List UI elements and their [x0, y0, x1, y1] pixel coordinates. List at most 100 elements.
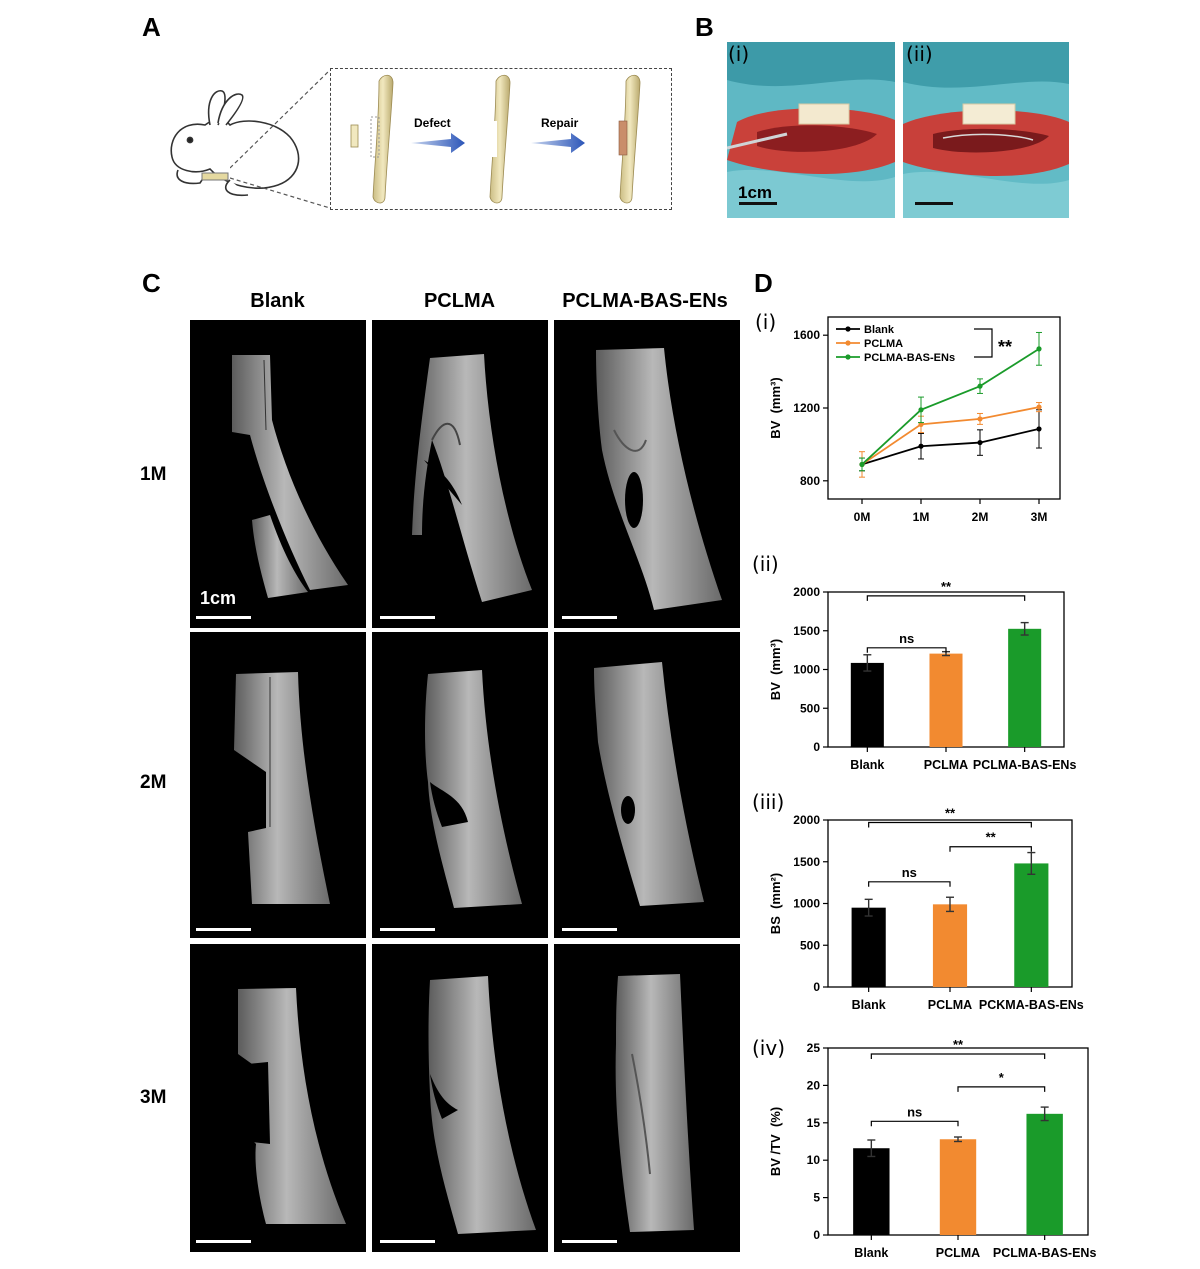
- row-label-1m: 1M: [140, 464, 167, 485]
- column-header-pclma: PCLMA: [423, 290, 496, 312]
- significance-label: *: [999, 1070, 1005, 1085]
- x-tick-label: PCKMA-BAS-ENs: [979, 998, 1084, 1012]
- data-point: [1036, 346, 1042, 352]
- bar-pclma-bas-ens: [1008, 628, 1042, 747]
- zoom-lines: [230, 69, 331, 209]
- y-tick-label: 5: [813, 1191, 820, 1205]
- legend-label: PCLMA-BAS-ENs: [864, 352, 955, 364]
- x-tick-label: Blank: [852, 998, 886, 1012]
- microct-pclma-bas-ens-2m: [554, 632, 740, 938]
- microct-pclma-1m: [372, 320, 548, 628]
- x-tick-label: 0M: [854, 510, 871, 524]
- y-tick-label: 25: [807, 1041, 821, 1055]
- y-axis-label: BV (mm³): [768, 377, 783, 438]
- microct-pclma-3m: [372, 944, 548, 1252]
- x-tick-label: PCLMA: [928, 998, 972, 1012]
- scale-bar: [196, 616, 251, 619]
- significance-bracket: [866, 595, 1026, 601]
- microct-pclma-bas-ens-1m: [554, 320, 740, 628]
- arrow-defect-label: Defect: [414, 116, 451, 130]
- significance-label: ns: [899, 631, 914, 646]
- significance-bracket: [868, 821, 1032, 828]
- bar-chart-bv: 0 500 1000 1500 2000 BV (mm³) Blank PCLMA PCLMA-…: [768, 579, 1077, 772]
- chart-iii-panel-label: (iii): [752, 790, 785, 814]
- scale-bar: [380, 928, 435, 931]
- panel-b-scale-label: 1cm: [738, 183, 773, 202]
- x-tick-label: 2M: [972, 510, 989, 524]
- scale-bar: [562, 1240, 617, 1243]
- scale-bar: [562, 616, 617, 619]
- panel-letter-d: D: [754, 268, 773, 298]
- significance-label: ns: [902, 865, 917, 880]
- column-header-pclma-bas-ens: PCLMA-BAS-ENs: [562, 290, 728, 312]
- y-tick-label: 500: [800, 938, 820, 952]
- legend-marker: [845, 326, 851, 332]
- y-tick-label: 2000: [793, 813, 820, 827]
- panel-letter-b: B: [695, 12, 714, 42]
- bar-blank: [850, 662, 884, 747]
- y-tick-label: 1200: [793, 401, 820, 415]
- y-tick-label: 0: [813, 980, 820, 994]
- legend-label: Blank: [864, 324, 895, 336]
- bar-pckma-bas-ens: [1014, 863, 1049, 987]
- data-point: [977, 439, 983, 446]
- y-tick-label: 1000: [793, 897, 820, 911]
- significance-label: **: [986, 830, 997, 845]
- data-point: [1036, 426, 1042, 432]
- significance-bracket: [974, 328, 993, 358]
- surgery-photo-i: [727, 42, 895, 218]
- y-tick-label: 1000: [793, 663, 820, 677]
- x-tick-label: PCLMA-BAS-ENs: [973, 758, 1077, 772]
- bar-pclma-bas-ens: [1026, 1113, 1063, 1235]
- y-tick-label: 15: [807, 1116, 821, 1130]
- bar-chart-bv-tv: 0 5 10 15 20 25 BV /TV (%) Blank PCLMA PCLMA-BAS-…: [768, 1037, 1096, 1260]
- series-line-pclma-bas-ens: [861, 348, 1040, 466]
- significance-bracket: [949, 846, 1032, 852]
- scale-bar: [380, 616, 435, 619]
- microct-blank-3m: [190, 944, 366, 1252]
- y-tick-label: 1500: [793, 855, 820, 869]
- x-tick-label: Blank: [850, 758, 884, 772]
- y-tick-label: 10: [807, 1153, 821, 1167]
- bar-pclma: [939, 1139, 977, 1235]
- rabbit-illustration: [170, 90, 300, 197]
- legend-marker: [845, 354, 851, 360]
- panel-b-sub-i: (i): [728, 42, 750, 66]
- data-point: [918, 443, 924, 449]
- chart-iv-panel-label: (iv): [752, 1036, 785, 1060]
- significance-bracket: [957, 1086, 1046, 1092]
- x-tick-label: Blank: [854, 1246, 888, 1260]
- significance-label: **: [945, 806, 956, 821]
- significance-bracket: [868, 881, 951, 887]
- bar-chart-bs: 0 500 1000 1500 2000 BS (mm²) Blank PCLMA PCKMA-…: [768, 806, 1084, 1012]
- scale-bar: [562, 928, 617, 931]
- panel-letter-c: C: [142, 268, 161, 298]
- y-tick-label: 500: [800, 701, 820, 715]
- surgery-photo-ii: [903, 42, 1069, 218]
- x-tick-label: 1M: [913, 510, 930, 524]
- row-label-3m: 3M: [140, 1087, 167, 1108]
- line-chart-bv-timecourse: 800 1200 1600 BV (mm³) 0M 1M 2M 3M Blank PCLMA PCL…: [768, 316, 1061, 524]
- y-axis-label: BV (mm³): [768, 639, 783, 700]
- series-line-blank: [861, 428, 1040, 466]
- microct-blank-2m: [190, 632, 366, 938]
- bar-pclma: [932, 904, 968, 987]
- y-axis-label: BV /TV (%): [768, 1107, 783, 1176]
- scale-bar: [380, 1240, 435, 1243]
- chart-ii-panel-label: (ii): [752, 552, 779, 576]
- arrow-defect-icon: [411, 133, 465, 153]
- bone-repaired: [618, 74, 641, 204]
- microct-blank-1m: 1cm: [190, 320, 366, 628]
- significance-label: ns: [907, 1104, 922, 1119]
- data-point: [918, 421, 924, 427]
- legend-marker: [845, 340, 851, 346]
- y-tick-label: 2000: [793, 585, 820, 599]
- series-line-pclma: [861, 406, 1040, 466]
- panel-b-sub-ii: (ii): [906, 42, 933, 66]
- x-tick-label: PCLMA: [924, 758, 968, 772]
- legend-label: PCLMA: [864, 338, 903, 350]
- arrow-repair-label: Repair: [541, 116, 579, 130]
- y-axis-label: BS (mm²): [768, 873, 783, 934]
- x-tick-label: PCLMA: [936, 1246, 980, 1260]
- y-tick-label: 0: [813, 740, 820, 754]
